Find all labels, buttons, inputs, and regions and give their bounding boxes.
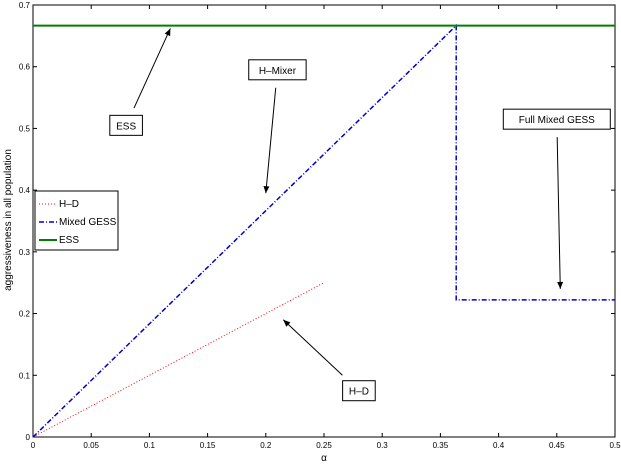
x-tick-label: 0.15 bbox=[200, 441, 216, 450]
annotation-arrow bbox=[133, 28, 171, 109]
annotation-h-d: H–D bbox=[282, 319, 376, 402]
annotation-box bbox=[248, 59, 307, 81]
annotation-arrow bbox=[556, 137, 561, 289]
y-axis-ticks: 0 0.1 0.2 0.3 0.4 0.5 0.6 0.7 bbox=[19, 1, 615, 442]
annotation-arrow bbox=[282, 319, 343, 376]
annotation-box bbox=[342, 380, 376, 402]
y-tick-label: 0.5 bbox=[19, 124, 31, 133]
x-tick-label: 0.4 bbox=[493, 441, 505, 450]
series-line-mixed-gess bbox=[32, 23, 615, 438]
x-tick-label: 0.25 bbox=[316, 441, 332, 450]
legend-label-mixed-gess: Mixed GESS bbox=[59, 217, 117, 228]
legend: H–D Mixed GESS ESS bbox=[34, 190, 119, 251]
annotation-text: H–Mixer bbox=[259, 66, 297, 77]
y-tick-label: 0 bbox=[26, 433, 31, 442]
annotation-full-mixed-gess: Full Mixed GESS bbox=[502, 108, 611, 289]
y-axis-label: aggressiveness in all population bbox=[3, 149, 14, 291]
annotation-box bbox=[502, 108, 611, 130]
x-axis-ticks: 0 0.05 0.1 0.15 0.2 0.25 0.3 0.35 0.4 0.45 0.5 bbox=[31, 5, 621, 450]
series-layer bbox=[32, 23, 615, 438]
x-tick-label: 0 bbox=[31, 441, 36, 450]
y-tick-label: 0.2 bbox=[19, 310, 31, 319]
series-line-h-d bbox=[32, 282, 325, 438]
annotation-box bbox=[109, 114, 143, 136]
plot-area bbox=[32, 4, 616, 438]
annotation-arrowhead bbox=[283, 319, 291, 327]
y-tick-label: 0.3 bbox=[19, 248, 31, 257]
annotation-ess: ESS bbox=[109, 28, 171, 136]
legend-label-ess: ESS bbox=[59, 235, 79, 246]
x-tick-label: 0.45 bbox=[549, 441, 565, 450]
x-tick-label: 0.35 bbox=[433, 441, 449, 450]
x-tick-label: 0.3 bbox=[377, 441, 389, 450]
annotation-layer: ESS H–Mixer Full Mixed GESS H–D bbox=[109, 28, 611, 402]
annotation-h-mixer: H–Mixer bbox=[248, 59, 307, 194]
legend-label-hd: H–D bbox=[59, 199, 79, 210]
annotation-text: H–D bbox=[349, 387, 369, 398]
annotation-text: ESS bbox=[116, 121, 136, 132]
annotation-arrowhead bbox=[164, 28, 171, 37]
x-tick-label: 0.2 bbox=[260, 441, 272, 450]
annotation-arrow bbox=[265, 87, 277, 194]
y-tick-label: 0.1 bbox=[19, 371, 31, 380]
x-axis-label: α bbox=[321, 453, 327, 464]
y-tick-label: 0.6 bbox=[19, 63, 31, 72]
x-tick-label: 0.05 bbox=[83, 441, 99, 450]
x-tick-label: 0.5 bbox=[609, 441, 621, 450]
annotation-text: Full Mixed GESS bbox=[519, 115, 595, 126]
y-tick-label: 0.4 bbox=[19, 186, 31, 195]
annotation-arrowhead bbox=[557, 281, 564, 289]
annotation-arrowhead bbox=[263, 185, 270, 194]
x-tick-label: 0.1 bbox=[144, 441, 156, 450]
y-tick-label: 0.7 bbox=[19, 1, 31, 10]
